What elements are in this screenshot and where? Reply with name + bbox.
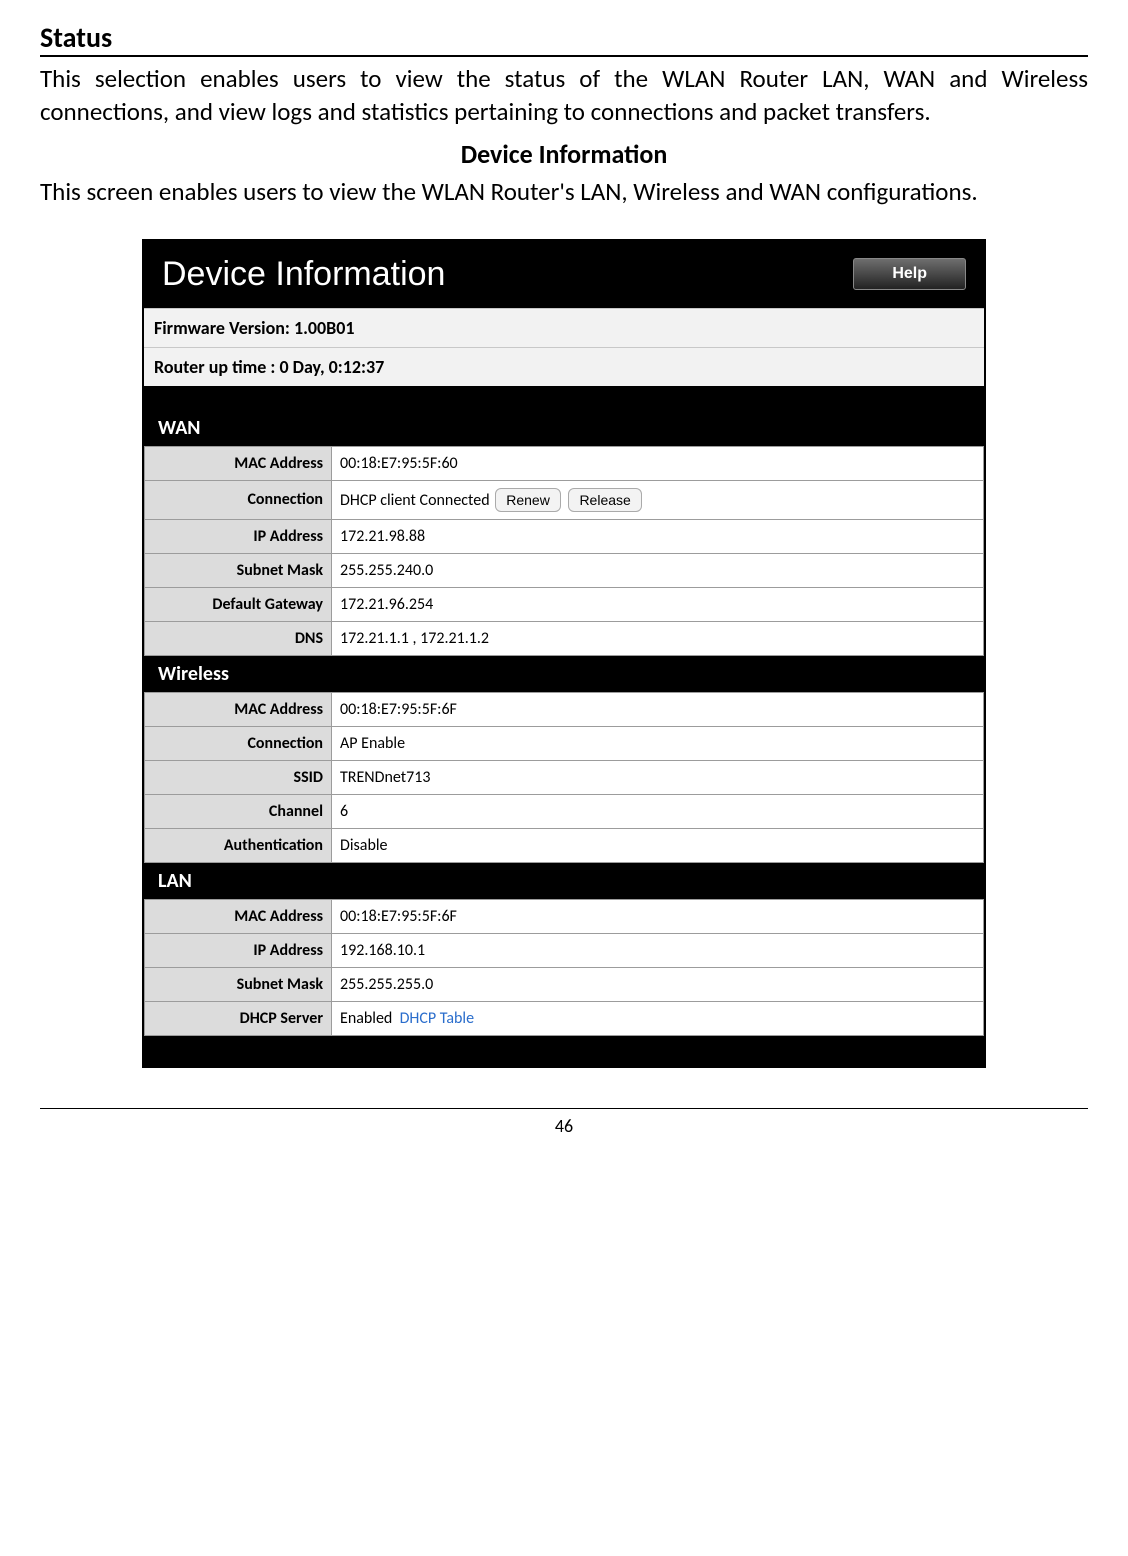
wan-section-header: WAN (144, 410, 984, 446)
lan-dhcp-label: DHCP Server (145, 1001, 332, 1035)
wl-mac-value: 00:18:E7:95:5F:6F (332, 692, 984, 726)
release-button[interactable]: Release (568, 488, 641, 512)
lan-dhcp-cell: Enabled DHCP Table (332, 1001, 984, 1035)
wl-ch-value: 6 (332, 794, 984, 828)
wan-mask-label: Subnet Mask (145, 553, 332, 587)
lan-dhcp-value: Enabled (340, 1009, 392, 1028)
lan-mask-value: 255.255.255.0 (332, 967, 984, 1001)
firmware-label: Firmware Version: (154, 317, 294, 339)
table-row: DHCP Server Enabled DHCP Table (145, 1001, 984, 1035)
firmware-value: 1.00B01 (294, 317, 355, 339)
lan-section-header: LAN (144, 863, 984, 899)
wan-ip-value: 172.21.98.88 (332, 519, 984, 553)
wan-gw-value: 172.21.96.254 (332, 587, 984, 621)
wan-conn-label: Connection (145, 480, 332, 519)
wan-mask-value: 255.255.240.0 (332, 553, 984, 587)
table-row: Authentication Disable (145, 828, 984, 862)
wan-conn-cell: DHCP client Connected Renew Release (332, 480, 984, 519)
page-number: 46 (555, 1115, 573, 1137)
panel-title-text: Device Information (162, 255, 445, 294)
table-row: Connection AP Enable (145, 726, 984, 760)
lan-table: MAC Address 00:18:E7:95:5F:6F IP Address… (144, 899, 984, 1036)
wl-mac-label: MAC Address (145, 692, 332, 726)
help-button[interactable]: Help (853, 258, 966, 290)
wl-ssid-label: SSID (145, 760, 332, 794)
table-row: MAC Address 00:18:E7:95:5F:60 (145, 446, 984, 480)
wan-dns-label: DNS (145, 621, 332, 655)
table-row: IP Address 172.21.98.88 (145, 519, 984, 553)
wan-conn-text: DHCP client Connected (340, 491, 490, 510)
wl-conn-value: AP Enable (332, 726, 984, 760)
table-row: IP Address 192.168.10.1 (145, 933, 984, 967)
panel-title-bar: Device Information Help (144, 241, 984, 308)
table-row: Connection DHCP client Connected Renew R… (145, 480, 984, 519)
renew-button[interactable]: Renew (495, 488, 561, 512)
wan-mac-value: 00:18:E7:95:5F:60 (332, 446, 984, 480)
device-info-screenshot: Device Information Help Firmware Version… (142, 239, 986, 1068)
doc-subheading: Device Information (40, 138, 1088, 170)
wan-ip-label: IP Address (145, 519, 332, 553)
table-row: Channel 6 (145, 794, 984, 828)
bottom-spacer (144, 1036, 984, 1066)
uptime-row: Router up time : 0 Day, 0:12:37 (144, 347, 984, 386)
wl-ch-label: Channel (145, 794, 332, 828)
doc-subintro-paragraph: This screen enables users to view the WL… (40, 176, 1088, 209)
lan-ip-label: IP Address (145, 933, 332, 967)
wl-ssid-value: TRENDnet713 (332, 760, 984, 794)
wl-conn-label: Connection (145, 726, 332, 760)
dhcp-table-link[interactable]: DHCP Table (400, 1009, 474, 1028)
lan-mask-label: Subnet Mask (145, 967, 332, 1001)
wireless-section-header: Wireless (144, 656, 984, 692)
lan-mac-value: 00:18:E7:95:5F:6F (332, 899, 984, 933)
table-row: MAC Address 00:18:E7:95:5F:6F (145, 692, 984, 726)
spacer (144, 386, 984, 410)
firmware-row: Firmware Version: 1.00B01 (144, 308, 984, 347)
page-footer: 46 (40, 1108, 1088, 1137)
wan-table: MAC Address 00:18:E7:95:5F:60 Connection… (144, 446, 984, 656)
doc-intro-paragraph: This selection enables users to view the… (40, 63, 1088, 128)
table-row: DNS 172.21.1.1 , 172.21.1.2 (145, 621, 984, 655)
wl-auth-value: Disable (332, 828, 984, 862)
wl-auth-label: Authentication (145, 828, 332, 862)
uptime-label: Router up time : (154, 356, 279, 378)
wan-mac-label: MAC Address (145, 446, 332, 480)
table-row: MAC Address 00:18:E7:95:5F:6F (145, 899, 984, 933)
table-row: Default Gateway 172.21.96.254 (145, 587, 984, 621)
table-row: Subnet Mask 255.255.255.0 (145, 967, 984, 1001)
uptime-value: 0 Day, 0:12:37 (279, 356, 384, 378)
doc-heading-status: Status (40, 20, 1088, 57)
table-row: Subnet Mask 255.255.240.0 (145, 553, 984, 587)
lan-ip-value: 192.168.10.1 (332, 933, 984, 967)
table-row: SSID TRENDnet713 (145, 760, 984, 794)
wan-dns-value: 172.21.1.1 , 172.21.1.2 (332, 621, 984, 655)
wan-gw-label: Default Gateway (145, 587, 332, 621)
lan-mac-label: MAC Address (145, 899, 332, 933)
wireless-table: MAC Address 00:18:E7:95:5F:6F Connection… (144, 692, 984, 863)
